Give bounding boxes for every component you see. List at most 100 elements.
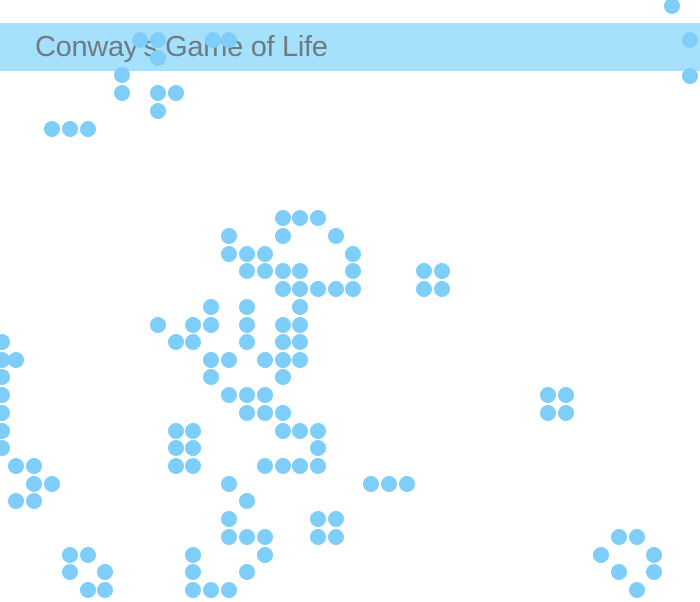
- live-cell[interactable]: [114, 67, 130, 83]
- live-cell[interactable]: [185, 458, 201, 474]
- live-cell[interactable]: [275, 458, 291, 474]
- live-cell[interactable]: [310, 281, 326, 297]
- live-cell[interactable]: [150, 103, 166, 119]
- live-cell[interactable]: [540, 387, 556, 403]
- live-cell[interactable]: [629, 582, 645, 598]
- live-cell[interactable]: [221, 32, 237, 48]
- live-cell[interactable]: [8, 493, 24, 509]
- live-cell[interactable]: [257, 246, 273, 262]
- live-cell[interactable]: [185, 334, 201, 350]
- live-cell[interactable]: [292, 299, 308, 315]
- live-cell[interactable]: [682, 32, 698, 48]
- live-cell[interactable]: [399, 476, 415, 492]
- live-cell[interactable]: [646, 564, 662, 580]
- live-cell[interactable]: [239, 405, 255, 421]
- live-cell[interactable]: [292, 263, 308, 279]
- live-cell[interactable]: [221, 529, 237, 545]
- live-cell[interactable]: [310, 458, 326, 474]
- live-cell[interactable]: [593, 547, 609, 563]
- live-cell[interactable]: [0, 369, 10, 385]
- live-cell[interactable]: [292, 210, 308, 226]
- live-cell[interactable]: [257, 405, 273, 421]
- live-cell[interactable]: [185, 423, 201, 439]
- live-cell[interactable]: [328, 228, 344, 244]
- live-cell[interactable]: [150, 50, 166, 66]
- live-cell[interactable]: [416, 281, 432, 297]
- live-cell[interactable]: [345, 281, 361, 297]
- live-cell[interactable]: [664, 0, 680, 14]
- live-cell[interactable]: [44, 121, 60, 137]
- live-cell[interactable]: [26, 476, 42, 492]
- live-cell[interactable]: [275, 369, 291, 385]
- live-cell[interactable]: [97, 564, 113, 580]
- live-cell[interactable]: [310, 529, 326, 545]
- live-cell[interactable]: [328, 529, 344, 545]
- live-cell[interactable]: [239, 564, 255, 580]
- live-cell[interactable]: [275, 334, 291, 350]
- live-cell[interactable]: [150, 317, 166, 333]
- live-cell[interactable]: [221, 387, 237, 403]
- live-cell[interactable]: [221, 511, 237, 527]
- live-cell[interactable]: [80, 547, 96, 563]
- live-cell[interactable]: [239, 387, 255, 403]
- live-cell[interactable]: [239, 246, 255, 262]
- live-cell[interactable]: [185, 564, 201, 580]
- live-cell[interactable]: [310, 423, 326, 439]
- live-cell[interactable]: [239, 493, 255, 509]
- live-cell[interactable]: [203, 352, 219, 368]
- live-cell[interactable]: [62, 564, 78, 580]
- live-cell[interactable]: [328, 511, 344, 527]
- live-cell[interactable]: [168, 334, 184, 350]
- live-cell[interactable]: [275, 317, 291, 333]
- live-cell[interactable]: [239, 334, 255, 350]
- live-cell[interactable]: [646, 547, 662, 563]
- live-cell[interactable]: [0, 352, 10, 368]
- live-cell[interactable]: [239, 317, 255, 333]
- live-cell[interactable]: [363, 476, 379, 492]
- live-cell[interactable]: [44, 476, 60, 492]
- live-cell[interactable]: [275, 281, 291, 297]
- live-cell[interactable]: [221, 476, 237, 492]
- live-cell[interactable]: [257, 547, 273, 563]
- live-cell[interactable]: [203, 582, 219, 598]
- live-cell[interactable]: [275, 210, 291, 226]
- live-cell[interactable]: [292, 281, 308, 297]
- live-cell[interactable]: [203, 299, 219, 315]
- live-cell[interactable]: [80, 582, 96, 598]
- live-cell[interactable]: [8, 352, 24, 368]
- live-cell[interactable]: [558, 405, 574, 421]
- live-cell[interactable]: [150, 85, 166, 101]
- live-cell[interactable]: [221, 228, 237, 244]
- live-cell[interactable]: [345, 246, 361, 262]
- live-cell[interactable]: [310, 210, 326, 226]
- live-cell[interactable]: [292, 458, 308, 474]
- live-cell[interactable]: [257, 263, 273, 279]
- live-cell[interactable]: [275, 423, 291, 439]
- live-cell[interactable]: [132, 32, 148, 48]
- live-cell[interactable]: [221, 582, 237, 598]
- live-cell[interactable]: [203, 317, 219, 333]
- live-cell[interactable]: [275, 405, 291, 421]
- live-cell[interactable]: [8, 458, 24, 474]
- live-cell[interactable]: [292, 334, 308, 350]
- live-cell[interactable]: [168, 458, 184, 474]
- live-cell[interactable]: [328, 281, 344, 297]
- live-cell[interactable]: [205, 32, 221, 48]
- live-cell[interactable]: [416, 263, 432, 279]
- live-cell[interactable]: [275, 228, 291, 244]
- live-cell[interactable]: [221, 352, 237, 368]
- live-cell[interactable]: [540, 405, 556, 421]
- live-cell[interactable]: [0, 334, 10, 350]
- live-cell[interactable]: [185, 440, 201, 456]
- live-cell[interactable]: [257, 387, 273, 403]
- live-cell[interactable]: [239, 529, 255, 545]
- live-cell[interactable]: [257, 352, 273, 368]
- live-cell[interactable]: [682, 68, 698, 84]
- live-cell[interactable]: [345, 263, 361, 279]
- live-cell[interactable]: [97, 582, 113, 598]
- live-cell[interactable]: [168, 423, 184, 439]
- live-cell[interactable]: [292, 423, 308, 439]
- live-cell[interactable]: [168, 440, 184, 456]
